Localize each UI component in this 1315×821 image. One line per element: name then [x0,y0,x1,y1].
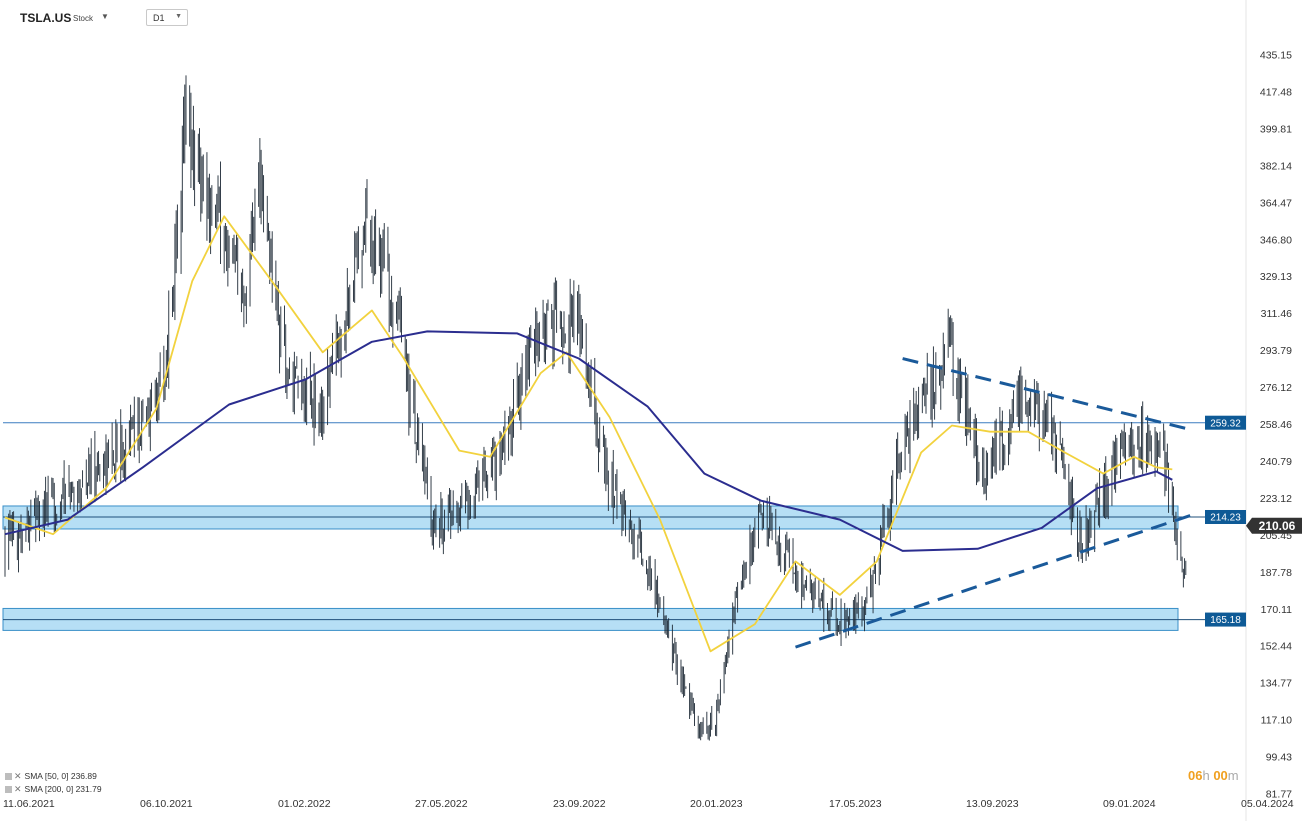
level-label-box [1205,612,1246,627]
level-label: 214.23 [1210,513,1241,524]
date-tick-label: 17.05.2023 [829,798,882,810]
symbol-dropdown-icon[interactable]: ▼ [101,12,109,21]
price-tick-label: 117.10 [1261,715,1292,727]
indicator-settings-icon[interactable] [5,786,12,793]
date-tick-label: 13.09.2023 [966,798,1019,810]
date-tick-label: 20.01.2023 [690,798,743,810]
date-tick-label: 09.01.2024 [1103,798,1156,810]
candle-countdown: 06h 00m [1188,768,1239,783]
price-tick-label: 240.79 [1260,456,1292,468]
timer-hours: 06 [1188,768,1203,783]
level-label-box [1205,415,1246,430]
price-tick-label: 81.77 [1266,789,1292,801]
level-label: 259.32 [1210,418,1241,429]
price-tick-label: 311.46 [1261,308,1292,320]
timer-minutes-unit: m [1227,768,1239,783]
price-tick-label: 382.14 [1260,160,1292,172]
legend-label: SMA [50, 0] 236.89 [24,771,97,781]
date-tick-label: 01.02.2022 [278,798,331,810]
price-tick-label: 346.80 [1260,234,1292,246]
price-tick-label: 152.44 [1260,641,1292,653]
instrument-type-label: Stock [73,14,94,23]
sma50-line [4,215,1173,653]
chart-toolbar: TSLA.US Stock ▼ D1 ▼ [0,0,1315,30]
price-tick-label: 417.48 [1260,86,1292,98]
moving-averages [4,215,1173,653]
price-tick-label: 293.79 [1260,345,1292,357]
price-tick-label: 329.13 [1260,271,1292,283]
time-axis[interactable]: 11.06.2021 06.10.2021 01.02.2022 27.05.2022… [3,798,1294,810]
chevron-down-icon: ▼ [175,13,182,20]
trendlines [795,357,1192,649]
price-tick-label: 364.47 [1260,197,1292,209]
level-label-box [1205,509,1246,524]
sma200-line [4,330,1173,552]
timer-hours-unit: h [1202,768,1210,783]
timeframe-value: D1 [153,13,165,23]
date-tick-label: 27.05.2022 [415,798,468,810]
price-labels: 259.32 214.23 165.18 210.06 [1205,415,1302,627]
candlesticks [4,75,1187,741]
date-tick-label: 06.10.2021 [140,798,193,810]
close-icon[interactable]: ✕ [14,771,22,781]
date-tick-label: 11.06.2021 [3,798,55,810]
price-tick-label: 258.46 [1260,419,1292,431]
price-tick-label: 399.81 [1260,123,1292,135]
legend-sma200: ✕ SMA [200, 0] 231.79 [5,784,102,795]
support-zones [2,505,1179,631]
timeframe-select[interactable]: D1 ▼ [146,9,188,26]
support-trendline [795,513,1192,649]
last-price-box [1246,517,1302,534]
symbol-label[interactable]: TSLA.US [20,11,72,25]
price-tick-label: 99.43 [1266,752,1292,764]
price-tick-label: 276.12 [1260,382,1292,394]
price-tick-label: 435.15 [1260,50,1292,62]
price-tick-label: 170.11 [1261,604,1292,616]
price-tick-label: 223.12 [1260,493,1292,505]
last-price-label: 210.06 [1259,519,1296,533]
date-tick-label: 05.04.2024 [1241,798,1294,810]
indicator-settings-icon[interactable] [5,773,12,780]
timer-minutes: 00 [1213,768,1228,783]
legend-label: SMA [200, 0] 231.79 [24,784,102,794]
close-icon[interactable]: ✕ [14,784,22,794]
level-label: 165.18 [1210,615,1241,626]
horizontal-levels [3,422,1246,621]
legend-sma50: ✕ SMA [50, 0] 236.89 [5,771,97,782]
price-tick-label: 187.78 [1260,567,1292,579]
date-tick-label: 23.09.2022 [553,798,606,810]
price-tick-label: 134.77 [1260,678,1292,690]
price-axis[interactable]: 435.15 417.48 399.81 382.14 364.47 346.80 329.… [1260,50,1292,801]
